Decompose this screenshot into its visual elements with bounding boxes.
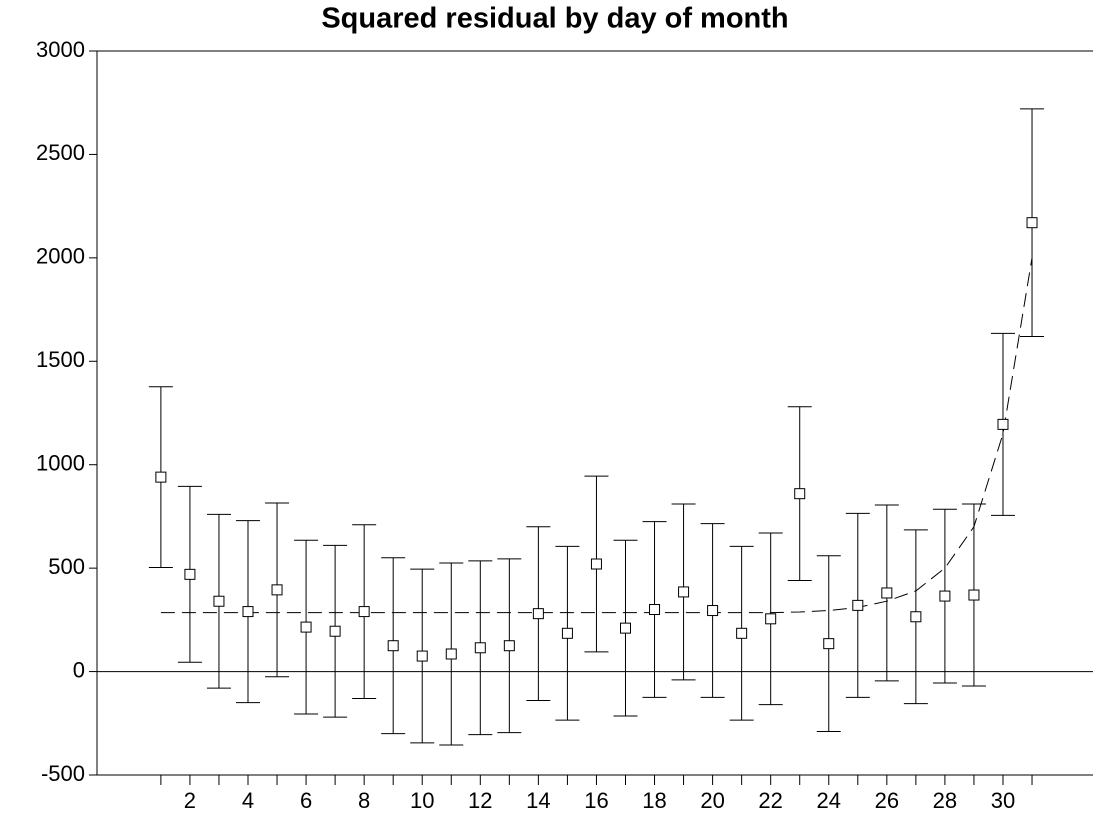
- point: [968, 589, 980, 601]
- y-tick-label: -500: [41, 761, 85, 786]
- x-tick-label: 14: [526, 788, 550, 813]
- point: [939, 590, 951, 602]
- point: [358, 606, 370, 618]
- point: [736, 627, 748, 639]
- point: [271, 584, 283, 596]
- point: [329, 625, 341, 637]
- y-tick-label: 500: [48, 554, 85, 579]
- point: [852, 599, 864, 611]
- x-tick-label: 28: [933, 788, 957, 813]
- point: [561, 627, 573, 639]
- point: [445, 648, 457, 660]
- x-tick-label: 30: [991, 788, 1015, 813]
- y-tick-label: 3000: [36, 37, 85, 62]
- x-tick-label: 20: [700, 788, 724, 813]
- x-tick-label: 22: [758, 788, 782, 813]
- point: [678, 586, 690, 598]
- point: [155, 471, 167, 483]
- point: [881, 587, 893, 599]
- point: [649, 604, 661, 616]
- y-tick-label: 2500: [36, 140, 85, 165]
- point: [532, 608, 544, 620]
- x-tick-label: 4: [242, 788, 254, 813]
- x-tick-label: 10: [410, 788, 434, 813]
- point: [823, 638, 835, 650]
- x-tick-label: 12: [468, 788, 492, 813]
- point: [242, 606, 254, 618]
- point: [997, 418, 1009, 430]
- point: [300, 621, 312, 633]
- point: [184, 568, 196, 580]
- point: [416, 650, 428, 662]
- point: [503, 640, 515, 652]
- point: [590, 558, 602, 570]
- x-tick-label: 8: [358, 788, 370, 813]
- x-tick-label: 6: [300, 788, 312, 813]
- point: [213, 595, 225, 607]
- x-tick-label: 26: [875, 788, 899, 813]
- y-tick-label: 1000: [36, 451, 85, 476]
- point: [619, 622, 631, 634]
- y-tick-label: 1500: [36, 347, 85, 372]
- point: [387, 640, 399, 652]
- point: [474, 642, 486, 654]
- x-tick-label: 18: [642, 788, 666, 813]
- point: [910, 611, 922, 623]
- chart-title: Squared residual by day of month: [321, 3, 788, 35]
- x-tick-label: 2: [184, 788, 196, 813]
- x-tick-label: 24: [817, 788, 841, 813]
- point: [1026, 217, 1038, 229]
- y-tick-label: 2000: [36, 244, 85, 269]
- x-tick-label: 16: [584, 788, 608, 813]
- y-tick-label: 0: [73, 657, 85, 682]
- point: [765, 613, 777, 625]
- point: [707, 605, 719, 617]
- point: [794, 488, 806, 500]
